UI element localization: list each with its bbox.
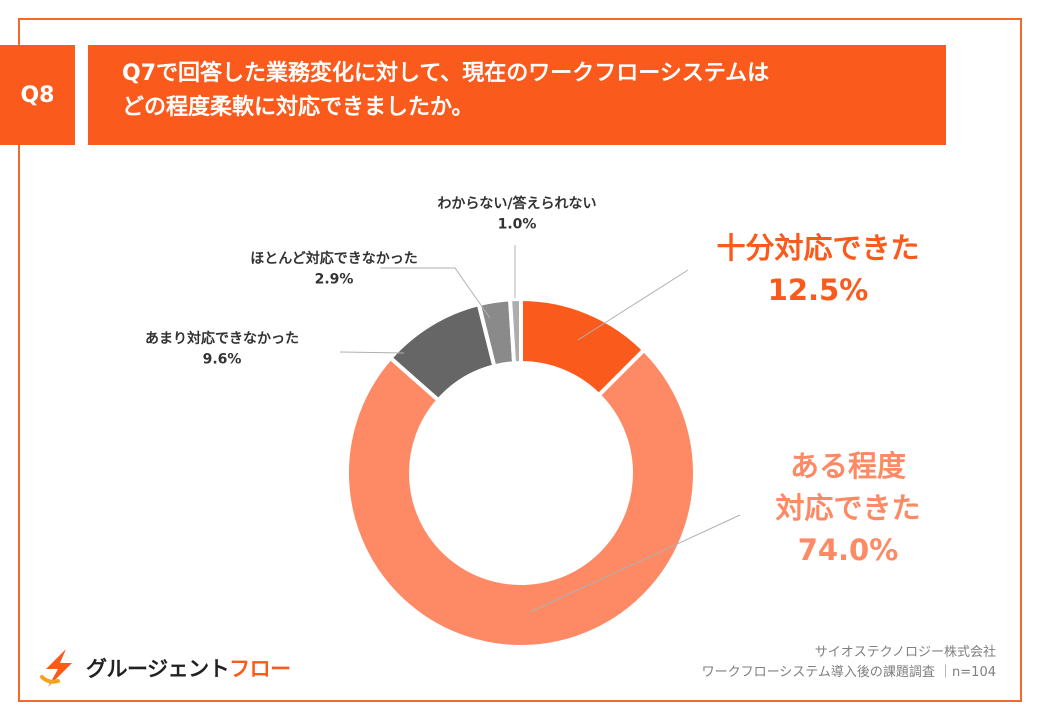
slice-value-5: 1.0%: [498, 216, 537, 232]
donut-slice-2: [345, 347, 697, 649]
slice-label-2-line2: 対応できた: [775, 491, 920, 525]
logo-text-main: グルージェント: [86, 657, 230, 681]
slice-value-3: 9.6%: [203, 351, 242, 367]
slice-label-1: 十分対応できた: [716, 231, 919, 265]
question-banner: Q7で回答した業務変化に対して、現在のワークフローシステムは どの程度柔軟に対応…: [88, 45, 946, 145]
leader-line-4: [380, 267, 491, 319]
slice-label-5: わからない/答えられない: [437, 195, 596, 212]
slice-value-2: 74.0%: [798, 533, 899, 567]
source-survey: ワークフローシステム導入後の課題調査 ｜n=104: [701, 665, 996, 680]
slice-label-4: ほとんど対応できなかった: [250, 250, 418, 267]
leader-line-2: [529, 514, 741, 613]
chart-frame: [18, 18, 1022, 702]
slice-value-4: 2.9%: [315, 271, 354, 287]
flame-logo-icon: [40, 649, 72, 687]
slice-value-1: 12.5%: [768, 273, 869, 307]
leader-line-1: [577, 269, 689, 341]
question-number-badge: Q8: [0, 45, 75, 145]
slice-label-3: あまり対応できなかった: [145, 330, 299, 347]
source-company: サイオステクノロジー株式会社: [814, 645, 996, 660]
brand-logo: グルージェントフロー: [36, 647, 291, 689]
logo-text: グルージェントフロー: [86, 653, 291, 683]
slice-label-2-line1: ある程度: [790, 449, 906, 483]
logo-text-accent: フロー: [229, 657, 291, 681]
source-note: サイオステクノロジー株式会社 ワークフローシステム導入後の課題調査 ｜n=104: [702, 643, 996, 683]
question-text-line1: Q7で回答した業務変化に対して、現在のワークフローシステムは: [122, 61, 770, 86]
donut-slice-5: [507, 296, 523, 366]
leader-line-3: [339, 351, 405, 354]
question-text-line2: どの程度柔軟に対応できましたか。: [122, 95, 474, 120]
